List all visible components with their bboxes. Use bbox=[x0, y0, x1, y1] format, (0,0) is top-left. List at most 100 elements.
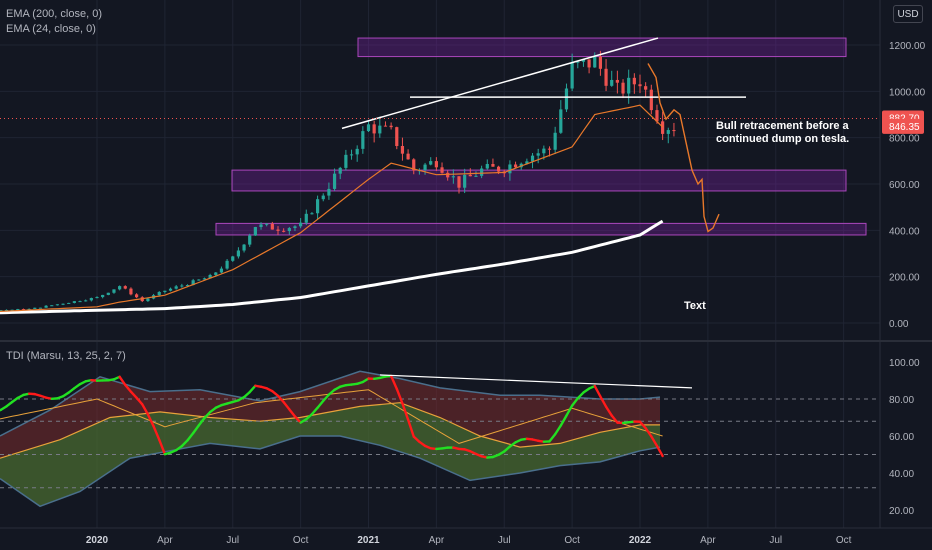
candle-body[interactable] bbox=[174, 286, 178, 289]
candle-body[interactable] bbox=[191, 280, 195, 286]
candle-body[interactable] bbox=[355, 148, 359, 155]
candle-body[interactable] bbox=[0, 310, 3, 312]
currency-button[interactable]: USD bbox=[893, 5, 923, 23]
candle-body[interactable] bbox=[468, 174, 472, 177]
candle-body[interactable] bbox=[231, 256, 235, 261]
candle-body[interactable] bbox=[101, 294, 105, 298]
candle-body[interactable] bbox=[55, 304, 60, 306]
candle-body[interactable] bbox=[4, 309, 9, 311]
candle-body[interactable] bbox=[434, 161, 438, 168]
annotation-note-line2[interactable]: continued dump on tesla. bbox=[716, 133, 849, 145]
candle-body[interactable] bbox=[270, 223, 274, 230]
candle-body[interactable] bbox=[446, 172, 450, 178]
tdi-upper-band[interactable] bbox=[0, 370, 661, 437]
candle-body[interactable] bbox=[406, 153, 410, 160]
candle-body[interactable] bbox=[276, 229, 280, 231]
candle-body[interactable] bbox=[33, 307, 37, 309]
candle-body[interactable] bbox=[412, 159, 416, 171]
candle-body[interactable] bbox=[581, 59, 586, 62]
candle-body[interactable] bbox=[598, 56, 603, 69]
supply-demand-zone[interactable] bbox=[231, 169, 847, 192]
projection-path[interactable] bbox=[647, 63, 720, 233]
ema200-line[interactable] bbox=[0, 219, 664, 316]
candle-body[interactable] bbox=[321, 195, 325, 200]
candle-body[interactable] bbox=[395, 127, 399, 147]
candle-body[interactable] bbox=[361, 131, 365, 149]
candle-body[interactable] bbox=[146, 298, 150, 302]
candle-body[interactable] bbox=[627, 77, 631, 94]
candle-body[interactable] bbox=[638, 84, 642, 87]
candle-body[interactable] bbox=[197, 279, 201, 281]
candle-body[interactable] bbox=[287, 228, 291, 232]
candle-body[interactable] bbox=[89, 298, 93, 301]
candle-body[interactable] bbox=[525, 161, 529, 164]
candle-body[interactable] bbox=[332, 173, 337, 189]
candle-body[interactable] bbox=[310, 213, 314, 215]
candle-body[interactable] bbox=[661, 121, 665, 134]
candle-body[interactable] bbox=[576, 61, 580, 63]
candle-body[interactable] bbox=[496, 166, 501, 172]
ema24-line[interactable] bbox=[0, 104, 664, 314]
candle-body[interactable] bbox=[400, 146, 405, 154]
candle-body[interactable] bbox=[349, 154, 354, 156]
legend-ema200[interactable]: EMA (200, close, 0) bbox=[6, 8, 102, 20]
candle-body[interactable] bbox=[123, 286, 127, 289]
candle-body[interactable] bbox=[423, 164, 427, 171]
candle-body[interactable] bbox=[219, 268, 224, 273]
candle-body[interactable] bbox=[168, 288, 173, 291]
candle-body[interactable] bbox=[491, 164, 495, 167]
candle-body[interactable] bbox=[553, 132, 557, 150]
candle-body[interactable] bbox=[225, 260, 229, 269]
candle-body[interactable] bbox=[451, 176, 455, 178]
candle-body[interactable] bbox=[480, 168, 484, 176]
candle-body[interactable] bbox=[180, 285, 184, 287]
candle-body[interactable] bbox=[536, 153, 540, 156]
candle-body[interactable] bbox=[95, 297, 99, 299]
candle-body[interactable] bbox=[463, 174, 467, 188]
candle-body[interactable] bbox=[299, 222, 303, 227]
candle-body[interactable] bbox=[129, 288, 133, 295]
candle-body[interactable] bbox=[570, 62, 574, 89]
candle-body[interactable] bbox=[587, 59, 591, 68]
candle-body[interactable] bbox=[610, 79, 614, 86]
candle-body[interactable] bbox=[44, 305, 48, 308]
candle-body[interactable] bbox=[389, 125, 393, 128]
candle-body[interactable] bbox=[666, 130, 670, 134]
candle-body[interactable] bbox=[530, 155, 535, 162]
candle-body[interactable] bbox=[118, 286, 122, 290]
candle-body[interactable] bbox=[621, 82, 625, 94]
candle-body[interactable] bbox=[50, 305, 54, 307]
candle-body[interactable] bbox=[259, 224, 263, 228]
candle-body[interactable] bbox=[84, 300, 88, 302]
candle-body[interactable] bbox=[16, 309, 20, 311]
candle-body[interactable] bbox=[485, 164, 489, 169]
candle-body[interactable] bbox=[649, 89, 653, 111]
candle-body[interactable] bbox=[315, 199, 320, 214]
candle-body[interactable] bbox=[242, 244, 246, 251]
candle-body[interactable] bbox=[632, 77, 636, 85]
candle-body[interactable] bbox=[429, 161, 433, 165]
ema-price-tag[interactable] bbox=[882, 118, 924, 134]
supply-demand-zone[interactable] bbox=[215, 222, 867, 236]
candle-body[interactable] bbox=[61, 303, 65, 305]
candle-body[interactable] bbox=[163, 290, 167, 293]
candle-body[interactable] bbox=[214, 272, 218, 275]
legend-tdi[interactable]: TDI (Marsu, 13, 25, 2, 7) bbox=[6, 350, 126, 362]
candle-body[interactable] bbox=[344, 154, 348, 168]
candle-body[interactable] bbox=[564, 88, 569, 110]
candle-body[interactable] bbox=[559, 109, 563, 133]
candle-body[interactable] bbox=[112, 289, 116, 293]
candle-body[interactable] bbox=[440, 167, 444, 173]
candle-body[interactable] bbox=[67, 302, 71, 304]
candle-body[interactable] bbox=[185, 285, 190, 287]
candle-body[interactable] bbox=[644, 86, 648, 90]
candle-body[interactable] bbox=[542, 148, 546, 154]
candle-body[interactable] bbox=[293, 226, 297, 229]
candle-body[interactable] bbox=[327, 188, 331, 196]
candle-body[interactable] bbox=[72, 301, 76, 303]
annotation-note-line1[interactable]: Bull retracement before a bbox=[716, 120, 850, 132]
candle-body[interactable] bbox=[202, 278, 207, 280]
candle-body[interactable] bbox=[615, 79, 619, 83]
candle-body[interactable] bbox=[38, 307, 43, 309]
